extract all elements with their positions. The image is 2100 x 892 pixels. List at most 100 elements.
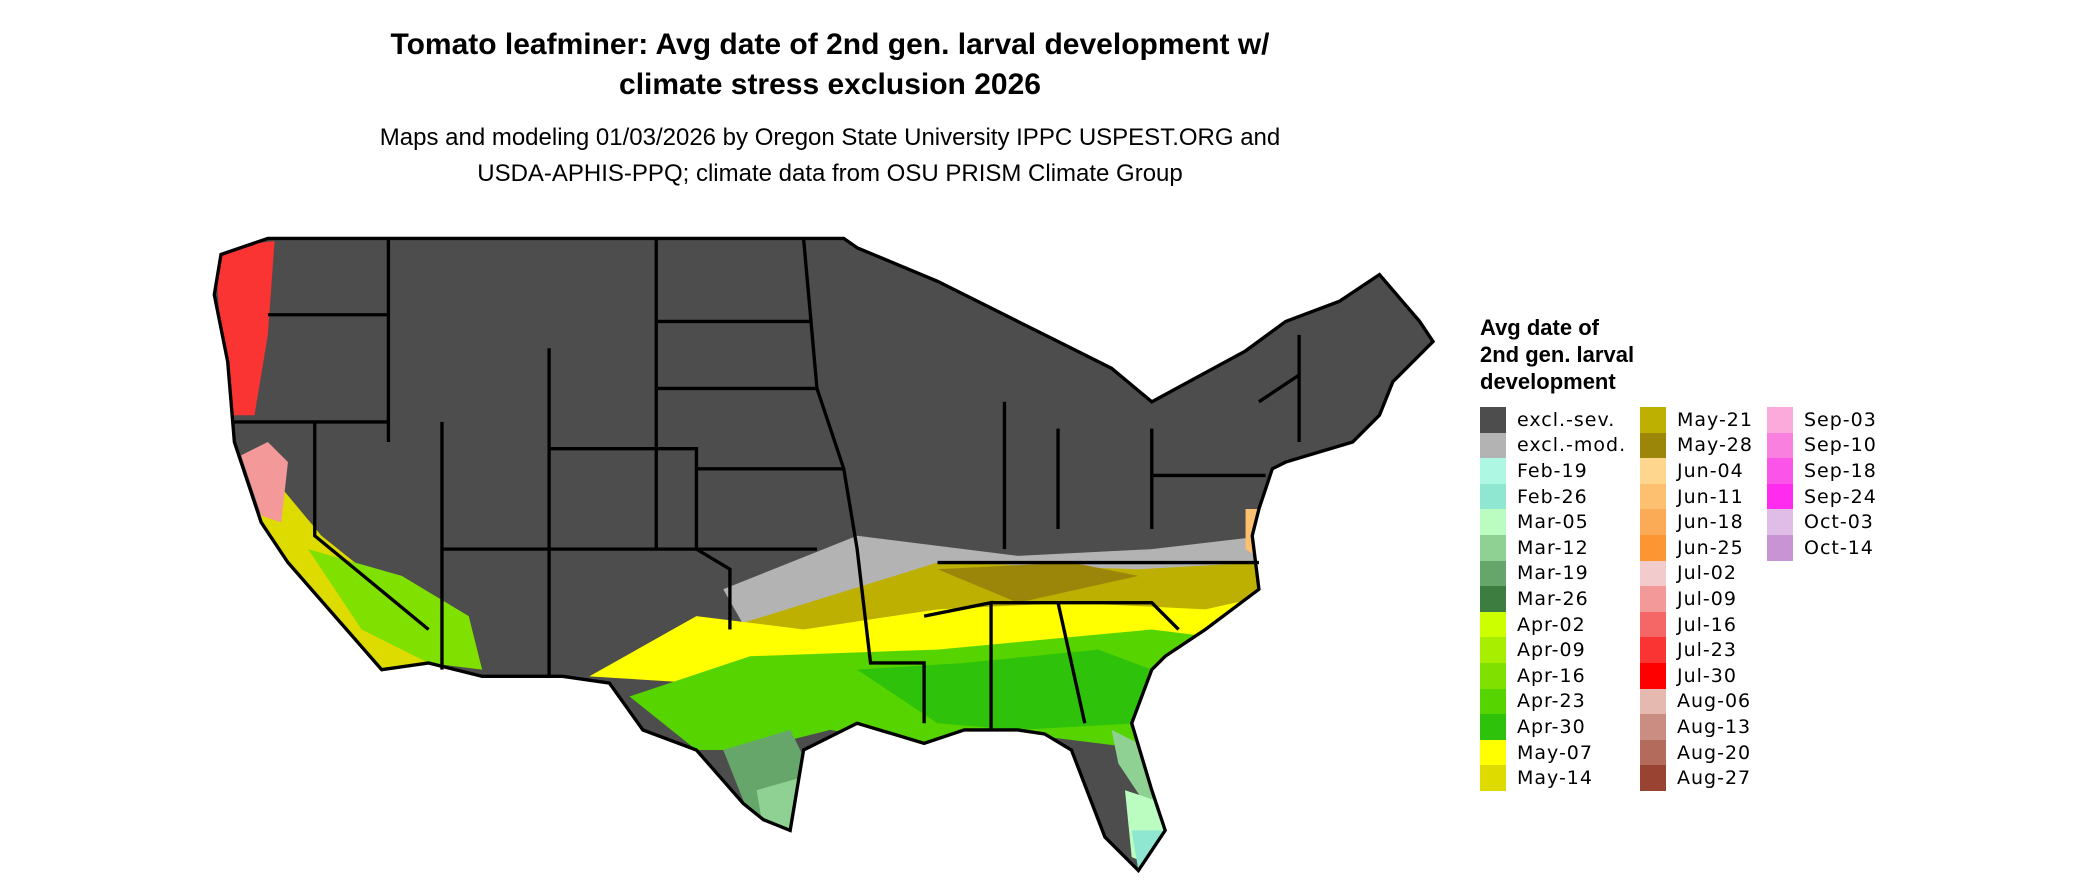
- legend-label: May-21: [1677, 408, 1753, 431]
- legend-label: Apr-30: [1517, 715, 1586, 738]
- legend-label: May-28: [1677, 434, 1753, 457]
- legend-label: excl.-mod.: [1517, 434, 1627, 457]
- legend-item: May-14: [1480, 765, 1593, 791]
- legend-item: Aug-20: [1640, 739, 1751, 766]
- legend-item: Feb-26: [1480, 483, 1588, 510]
- legend-item: Mar-12: [1480, 535, 1589, 561]
- legend-item: Oct-03: [1767, 509, 1874, 535]
- legend-swatch: [1640, 611, 1666, 638]
- legend-swatch: [1640, 637, 1666, 663]
- region-southwest-apr-16: [308, 549, 483, 670]
- legend-label: Jul-30: [1677, 664, 1737, 687]
- legend-swatch: [1767, 509, 1793, 535]
- legend-title-line-2: 2nd gen. larval: [1480, 342, 1635, 367]
- legend-item: Jul-23: [1640, 637, 1737, 663]
- legend-label: Apr-09: [1517, 639, 1586, 662]
- legend-swatch: [1767, 432, 1793, 459]
- legend-label: excl.-sev.: [1517, 408, 1616, 431]
- legend-item: Oct-14: [1767, 535, 1874, 561]
- legend-swatch: [1640, 458, 1666, 484]
- legend-swatch: [1767, 407, 1793, 433]
- legend-item: Jun-04: [1640, 458, 1744, 484]
- legend-label: Jun-25: [1677, 536, 1744, 559]
- legend-label: Aug-06: [1677, 690, 1752, 713]
- legend-swatch: [1640, 432, 1666, 459]
- legend-item: May-21: [1640, 407, 1753, 433]
- legend-label: Sep-18: [1804, 459, 1877, 482]
- legend-label: Mar-19: [1517, 562, 1589, 585]
- legend-swatch: [1640, 586, 1666, 612]
- legend-item: Jul-16: [1640, 611, 1737, 638]
- legend-swatch: [1640, 714, 1666, 740]
- legend-swatch: [1640, 560, 1666, 587]
- legend-swatch: [1640, 535, 1666, 561]
- legend-item: Sep-24: [1767, 483, 1877, 510]
- legend-item: Sep-03: [1767, 407, 1877, 433]
- legend-item: Sep-18: [1767, 458, 1877, 484]
- legend-item: Jul-02: [1640, 560, 1737, 587]
- legend-item: Feb-19: [1480, 458, 1588, 484]
- legend-label: Jun-18: [1677, 511, 1744, 534]
- legend-swatch: [1480, 765, 1506, 791]
- legend-item: Apr-23: [1480, 688, 1586, 715]
- legend-swatch: [1640, 765, 1666, 791]
- legend-swatch: [1480, 586, 1506, 612]
- legend-label: Apr-02: [1517, 613, 1586, 636]
- state-lines: [234, 238, 1301, 730]
- legend-label: Oct-03: [1804, 511, 1874, 534]
- legend-item: excl.-sev.: [1480, 407, 1615, 433]
- legend-label: Oct-14: [1804, 536, 1874, 559]
- legend-item: Jul-09: [1640, 586, 1737, 612]
- legend-item: Jun-18: [1640, 509, 1744, 535]
- legend-swatch: [1480, 535, 1506, 561]
- legend-swatch: [1480, 637, 1506, 663]
- legend-label: Jun-04: [1677, 459, 1744, 482]
- legend-title-line-1: Avg date of: [1480, 315, 1599, 340]
- map-subtitle-line-2: USDA-APHIS-PPQ; climate data from OSU PR…: [477, 160, 1183, 187]
- legend-item: Jun-11: [1640, 483, 1744, 510]
- region-apr-30: [857, 649, 1152, 730]
- legend-item: Jun-25: [1640, 535, 1744, 561]
- region-coast-jul-09: [241, 441, 288, 523]
- legend-swatch: [1640, 739, 1666, 766]
- map-title-line-2: climate stress exclusion 2026: [619, 68, 1041, 101]
- legend-item: Aug-06: [1640, 688, 1752, 715]
- legend-swatch: [1767, 458, 1793, 484]
- legend-swatch: [1480, 739, 1506, 766]
- legend-swatch: [1640, 509, 1666, 535]
- legend-swatch: [1480, 458, 1506, 484]
- legend-swatch: [1480, 663, 1506, 689]
- legend-swatch: [1480, 611, 1506, 638]
- legend-swatch: [1767, 535, 1793, 561]
- legend-swatch: [1480, 483, 1506, 510]
- legend-title: Avg date of 2nd gen. larval development: [1480, 314, 1634, 395]
- legend-item: excl.-mod.: [1480, 432, 1627, 459]
- legend-item: Mar-05: [1480, 509, 1589, 535]
- legend-label: Jun-11: [1677, 485, 1744, 508]
- legend-item: Mar-26: [1480, 586, 1589, 612]
- legend-item: Sep-10: [1767, 432, 1877, 459]
- legend-swatch: [1480, 509, 1506, 535]
- legend-swatch: [1767, 483, 1793, 510]
- legend-label: Apr-16: [1517, 664, 1586, 687]
- legend-item: May-07: [1480, 739, 1593, 766]
- legend-label: Sep-10: [1804, 434, 1877, 457]
- legend-label: Sep-24: [1804, 485, 1877, 508]
- legend-label: Apr-23: [1517, 690, 1586, 713]
- legend-label: Jul-09: [1677, 587, 1737, 610]
- legend-swatch: [1480, 688, 1506, 715]
- legend-label: May-14: [1517, 767, 1593, 790]
- legend-swatch: [1480, 432, 1506, 459]
- legend-label: May-07: [1517, 741, 1593, 764]
- legend-label: Jul-23: [1677, 639, 1737, 662]
- legend-label: Feb-19: [1517, 459, 1588, 482]
- legend-swatch: [1640, 688, 1666, 715]
- legend-label: Aug-13: [1677, 715, 1752, 738]
- legend-item: Mar-19: [1480, 560, 1589, 587]
- legend-item: Apr-09: [1480, 637, 1586, 663]
- legend-item: Apr-02: [1480, 611, 1586, 638]
- legend-label: Jul-02: [1677, 562, 1737, 585]
- legend-swatch: [1640, 663, 1666, 689]
- legend-swatch: [1480, 560, 1506, 587]
- legend-title-line-3: development: [1480, 369, 1616, 394]
